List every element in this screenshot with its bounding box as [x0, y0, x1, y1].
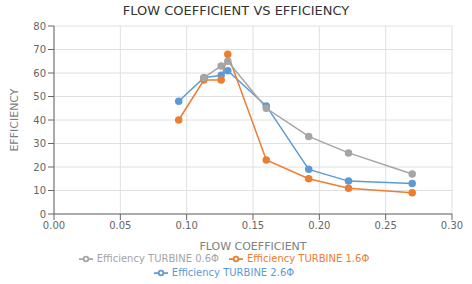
svg-text:40: 40	[33, 115, 46, 126]
svg-text:30: 30	[33, 138, 46, 149]
svg-text:0.00: 0.00	[43, 220, 65, 231]
html-text:Efficiency TURBINE 2.6Φ: Efficiency TURBINE 2.6Φ	[171, 267, 295, 278]
svg-text:20: 20	[33, 162, 46, 173]
svg-text:70: 70	[33, 44, 46, 55]
svg-text:EFFICIENCY: EFFICIENCY	[8, 88, 21, 151]
svg-text:0: 0	[40, 209, 46, 220]
html-text:Efficiency TURBINE 1.6Φ: Efficiency TURBINE 1.6Φ	[247, 253, 370, 264]
svg-text:50: 50	[33, 91, 46, 102]
svg-text:0.20: 0.20	[308, 220, 330, 231]
svg-text:60: 60	[33, 68, 46, 79]
html-text:Efficiency TURBINE 0.6Φ: Efficiency TURBINE 0.6Φ	[96, 253, 219, 264]
svg-text:0.25: 0.25	[375, 220, 397, 231]
svg-text:0.30: 0.30	[441, 220, 463, 231]
svg-text:80: 80	[33, 22, 46, 32]
html-text:FLOW COEFFICIENT VS EFFICIENCY: FLOW COEFFICIENT VS EFFICIENCY	[122, 3, 350, 18]
svg-text:FLOW COEFFICIENT: FLOW COEFFICIENT	[199, 240, 306, 253]
svg-text:0.05: 0.05	[109, 220, 131, 231]
svg-text:0.15: 0.15	[242, 220, 264, 231]
svg-text:10: 10	[33, 185, 46, 196]
svg-text:0.10: 0.10	[176, 220, 198, 231]
